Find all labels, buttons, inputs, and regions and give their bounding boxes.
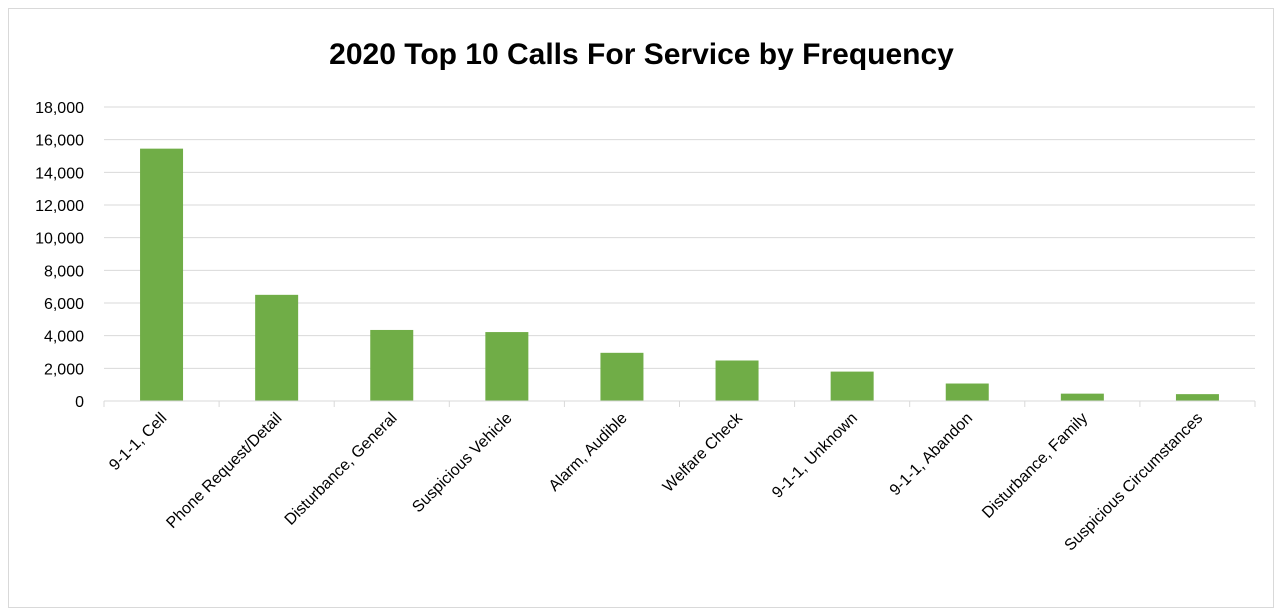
x-category-label: Disturbance, General bbox=[282, 410, 401, 529]
bar bbox=[370, 329, 414, 401]
y-tick-label: 14,000 bbox=[35, 165, 84, 182]
y-tick-label: 18,000 bbox=[35, 100, 84, 117]
bar bbox=[1175, 394, 1219, 401]
x-category-label: Welfare Check bbox=[660, 409, 747, 496]
chart-frame bbox=[8, 8, 1274, 608]
y-tick-label: 0 bbox=[75, 394, 84, 411]
bar bbox=[830, 371, 874, 401]
y-tick-label: 2,000 bbox=[44, 361, 84, 378]
bar bbox=[600, 352, 644, 401]
x-category-label: Alarm, Audible bbox=[546, 410, 631, 495]
y-tick-label: 10,000 bbox=[35, 231, 84, 248]
x-category-label: 9-1-1, Unknown bbox=[769, 410, 861, 502]
axes bbox=[103, 400, 1256, 407]
x-category-label: Suspicious Vehicle bbox=[409, 410, 515, 516]
labels: 0 2,000 4,000 6,000 8,000 10,000 12,000 14,000 1… bbox=[35, 100, 1206, 554]
x-category-label: Phone Request/Detail bbox=[163, 410, 285, 532]
bar bbox=[140, 148, 184, 401]
y-tick-label: 8,000 bbox=[44, 263, 84, 280]
x-category-label: 9-1-1, Abandon bbox=[887, 410, 976, 499]
y-tick-label: 16,000 bbox=[35, 133, 84, 150]
bar bbox=[945, 383, 989, 401]
bars bbox=[140, 148, 1219, 401]
x-category-label: 9-1-1, Cell bbox=[106, 410, 170, 474]
y-tick-label: 12,000 bbox=[35, 198, 84, 215]
bar bbox=[1060, 393, 1104, 401]
y-tick-label: 4,000 bbox=[44, 329, 84, 346]
chart-title: 2020 Top 10 Calls For Service by Frequen… bbox=[329, 38, 954, 71]
x-category-label: Suspicious Circumstances bbox=[1062, 410, 1207, 555]
x-category-label: Disturbance, Family bbox=[979, 410, 1091, 522]
y-tick-label: 6,000 bbox=[44, 296, 84, 313]
bar bbox=[485, 332, 529, 401]
bar bbox=[255, 294, 299, 401]
bar bbox=[715, 360, 759, 401]
